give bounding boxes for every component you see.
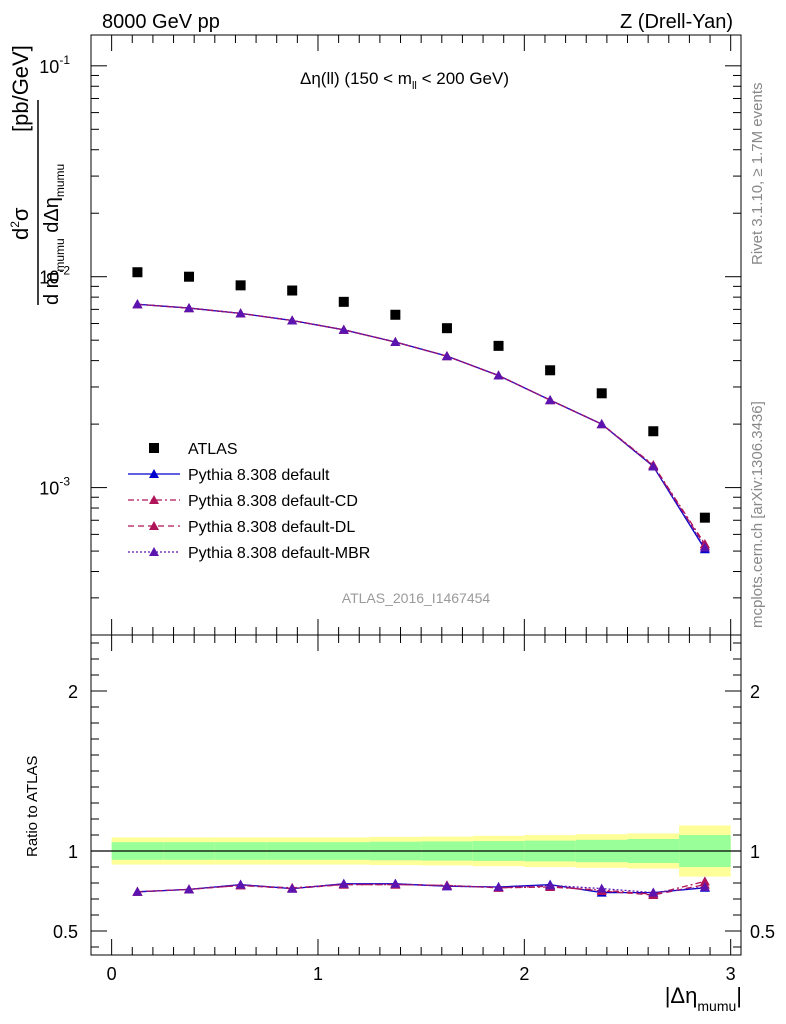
mc-point xyxy=(699,542,710,552)
ratio-point xyxy=(132,886,143,896)
legend-label: Pythia 8.308 default-DL xyxy=(188,519,355,536)
mc-point xyxy=(287,315,298,325)
ratio-line-3 xyxy=(137,883,705,894)
ratio-point xyxy=(596,883,607,893)
data-point xyxy=(132,267,143,278)
legend-label: Pythia 8.308 default-CD xyxy=(188,493,358,510)
data-point xyxy=(648,426,659,437)
data-point xyxy=(235,280,246,291)
ratio-point xyxy=(287,883,298,893)
main-panel: 10-3 10-2 10-1 xyxy=(39,35,741,636)
mc-point xyxy=(132,299,143,309)
ratio-point xyxy=(545,880,556,890)
mc-point xyxy=(545,395,556,405)
x-axis-label: |Δηmumu| xyxy=(665,983,742,1014)
mc-point xyxy=(390,337,401,347)
watermark: ATLAS_2016_I1467454 xyxy=(342,590,491,606)
legend-marker xyxy=(149,443,159,453)
data-point xyxy=(441,323,452,334)
header-right: Z (Drell-Yan) xyxy=(620,11,733,33)
ratio-y-tick-label-right: 2 xyxy=(750,682,760,702)
ratio-point xyxy=(648,887,659,897)
ratio-point xyxy=(235,879,246,889)
legend-marker xyxy=(149,547,159,556)
header-left: 8000 GeV pp xyxy=(102,11,220,33)
legend-label: Pythia 8.308 default-MBR xyxy=(188,545,370,562)
svg-text:d mmumu dΔηmumu: d mmumu dΔηmumu xyxy=(41,164,67,305)
ratio-point xyxy=(441,881,452,891)
ratio-point xyxy=(493,882,504,891)
data-point xyxy=(287,285,298,296)
ratio-y-tick-label: 2 xyxy=(68,682,78,702)
ratio-point xyxy=(390,878,401,888)
x-tick-label: 3 xyxy=(726,964,736,984)
ratio-y-tick-label-right: 0.5 xyxy=(750,922,775,942)
legend-marker xyxy=(149,495,159,504)
data-point xyxy=(596,388,607,399)
ratio-ylabel: Ratio to ATLAS xyxy=(24,756,41,857)
mc-point xyxy=(596,419,607,429)
ratio-panel: 0.5 0.5 1 1 2 2 0 1 2 3 xyxy=(53,635,775,984)
ratio-y-tick-label: 1 xyxy=(68,842,78,862)
data-point xyxy=(699,512,710,523)
ratio-y-tick-label: 0.5 xyxy=(53,922,78,942)
main-ylabel: d2σ d mmumu dΔηmumu [pb/GeV] xyxy=(8,45,67,305)
annotation: Δη(ll) (150 < mll < 200 GeV) xyxy=(300,69,509,92)
mcplots-label: mcplots.cern.ch [arXiv:1306.3436] xyxy=(749,401,766,628)
mc-line-4 xyxy=(137,303,706,548)
legend-label: Pythia 8.308 default xyxy=(188,467,330,484)
legend-marker xyxy=(149,521,159,530)
ratio-point xyxy=(699,882,710,891)
mc-line-3 xyxy=(137,303,706,547)
x-tick-label: 0 xyxy=(107,964,117,984)
data-point xyxy=(493,340,504,351)
ratio-point xyxy=(338,878,349,888)
data-point xyxy=(184,271,195,282)
rivet-label: Rivet 3.1.10, ≥ 1.7M events xyxy=(749,83,766,266)
legend: ATLAS Pythia 8.308 default Pythia 8.308 de… xyxy=(128,441,370,562)
mc-point xyxy=(338,324,349,334)
legend-label: ATLAS xyxy=(188,441,238,458)
data-point xyxy=(390,309,401,320)
main-y-tick-label: 10-3 xyxy=(39,475,70,499)
x-tick-label: 2 xyxy=(519,964,529,984)
ylabel-unit: [pb/GeV] xyxy=(8,45,33,132)
main-y-tick-label: 10-2 xyxy=(39,264,70,288)
mc-point xyxy=(648,461,659,471)
mc-line-1 xyxy=(137,303,706,550)
ratio-y-tick-label-right: 1 xyxy=(750,842,760,862)
legend-marker xyxy=(149,469,159,478)
mc-point xyxy=(441,351,452,361)
ratio-point xyxy=(184,884,195,894)
svg-text:d2σ: d2σ xyxy=(8,207,33,240)
ratio-frame xyxy=(90,634,742,956)
main-y-tick-label: 10-1 xyxy=(39,53,70,77)
x-tick-label: 1 xyxy=(313,964,323,984)
data-point xyxy=(338,296,349,307)
mc-point xyxy=(235,308,246,318)
mc-point xyxy=(184,303,195,313)
data-point xyxy=(545,365,556,376)
mc-point xyxy=(493,370,504,380)
